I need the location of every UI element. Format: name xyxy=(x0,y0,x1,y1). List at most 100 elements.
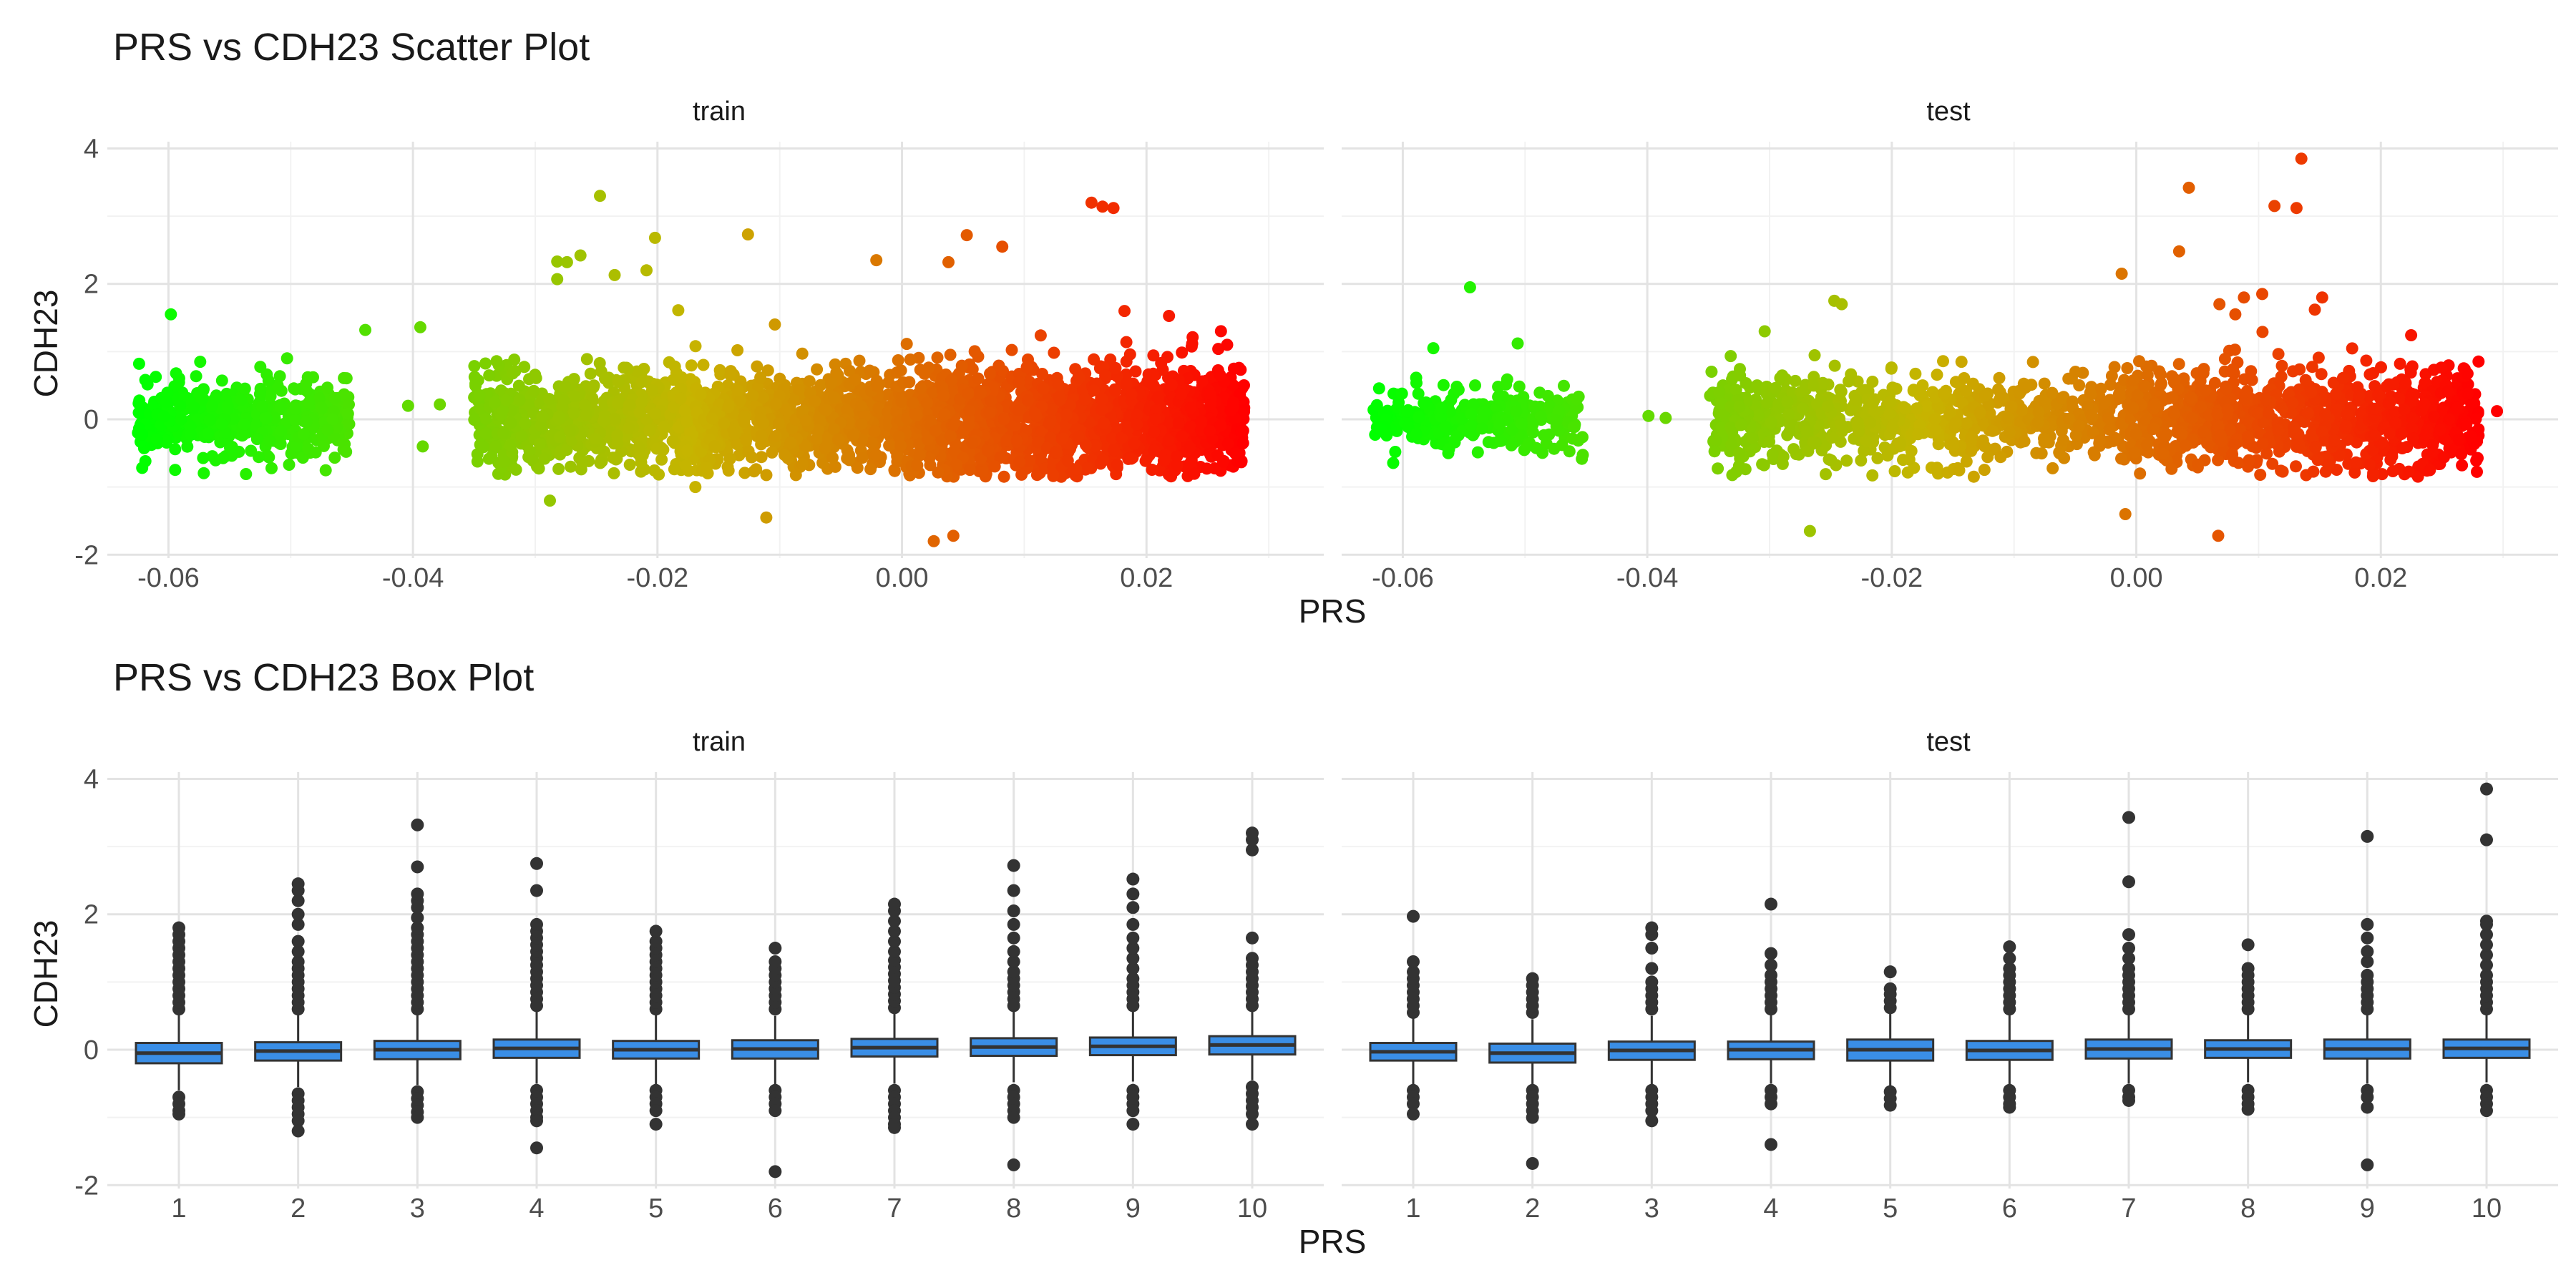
scatter-point xyxy=(900,338,913,351)
scatter-point xyxy=(2026,356,2039,369)
scatter-y-tick-label: 2 xyxy=(84,270,99,300)
scatter-point xyxy=(799,439,811,452)
scatter-point xyxy=(197,384,210,397)
scatter-point xyxy=(172,376,185,389)
scatter-point xyxy=(1085,196,1098,209)
scatter-point xyxy=(1410,428,1423,441)
scatter-point xyxy=(942,255,955,268)
scatter-point xyxy=(695,445,708,458)
scatter-point xyxy=(1214,369,1226,381)
scatter-point xyxy=(1108,444,1120,456)
scatter-point xyxy=(259,411,272,424)
scatter-x-tick-label: -0.04 xyxy=(382,563,444,593)
scatter-point xyxy=(689,481,702,494)
scatter-point xyxy=(1931,369,1943,381)
scatter-point xyxy=(150,433,163,446)
scatter-point xyxy=(1866,376,1879,388)
scatter-point xyxy=(2046,462,2059,474)
scatter-point xyxy=(1840,454,1853,467)
scatter-point xyxy=(1500,378,1513,391)
scatter-point xyxy=(976,466,989,479)
scatter-point xyxy=(784,436,797,449)
scatter-point xyxy=(1576,449,1589,462)
scatter-point xyxy=(1229,413,1241,426)
scatter-point xyxy=(909,409,922,421)
scatter-point xyxy=(948,419,961,431)
scatter-point xyxy=(1235,456,1248,469)
scatter-point xyxy=(1572,434,1585,447)
scatter-point xyxy=(988,460,1001,473)
scatter-point xyxy=(1909,367,1922,380)
scatter-point xyxy=(853,354,866,367)
scatter-point xyxy=(1162,416,1175,429)
scatter-point xyxy=(315,401,328,414)
scatter-point xyxy=(1148,444,1161,457)
scatter-point xyxy=(157,410,170,423)
scatter-point xyxy=(263,434,276,447)
scatter-point xyxy=(2115,452,2127,465)
box-x-axis-title: PRS xyxy=(1299,1223,1367,1260)
scatter-point xyxy=(2038,432,2050,445)
scatter-point xyxy=(913,449,926,462)
scatter-point xyxy=(769,430,782,442)
scatter-point xyxy=(894,439,907,452)
scatter-point xyxy=(1965,444,1978,457)
scatter-point xyxy=(650,442,663,455)
scatter-point xyxy=(264,390,277,403)
scatter-point xyxy=(1194,415,1207,428)
scatter-point xyxy=(1929,424,1942,436)
scatter-point xyxy=(1752,409,1765,421)
scatter-point xyxy=(731,438,743,451)
scatter-point xyxy=(635,396,648,409)
scatter-point xyxy=(1013,456,1025,468)
scatter-point xyxy=(1120,368,1133,381)
scatter-point xyxy=(854,399,867,412)
scatter-point xyxy=(297,428,310,441)
scatter-point xyxy=(1184,401,1197,414)
scatter-point xyxy=(567,373,580,386)
box-strip-train: train xyxy=(693,727,746,757)
scatter-point xyxy=(1149,413,1162,426)
scatter-point xyxy=(685,359,698,372)
scatter-point xyxy=(1036,368,1048,380)
scatter-point xyxy=(966,363,979,376)
scatter-point xyxy=(1064,399,1077,411)
scatter-point xyxy=(1726,469,1739,482)
scatter-point xyxy=(319,464,332,477)
scatter-point xyxy=(1820,468,1832,481)
scatter-point xyxy=(1080,462,1093,474)
scatter-point xyxy=(1445,394,1458,406)
scatter-point xyxy=(856,452,869,464)
scatter-point xyxy=(1188,467,1201,480)
scatter-point xyxy=(523,444,536,457)
scatter-point xyxy=(1724,421,1737,434)
scatter-point xyxy=(1452,384,1465,396)
scatter-point xyxy=(1146,371,1158,384)
scatter-point xyxy=(238,382,251,395)
scatter-point xyxy=(1825,454,1838,467)
scatter-point xyxy=(2031,416,2044,429)
scatter-point xyxy=(1733,401,1746,413)
scatter-point xyxy=(1184,421,1197,434)
scatter-point xyxy=(792,383,805,396)
scatter-point xyxy=(1389,446,1402,458)
scatter-point xyxy=(1380,429,1393,441)
scatter-point xyxy=(923,452,936,464)
scatter-point xyxy=(1763,435,1776,448)
scatter-point xyxy=(1708,445,1721,458)
scatter-point xyxy=(983,406,996,419)
scatter-point xyxy=(557,394,570,407)
scatter-point xyxy=(227,413,240,425)
scatter-point xyxy=(633,441,645,454)
scatter-point xyxy=(235,394,248,406)
scatter-point xyxy=(962,419,975,431)
scatter-point xyxy=(608,268,621,281)
scatter-point xyxy=(1724,400,1737,413)
scatter-point xyxy=(1482,436,1495,449)
scatter-point xyxy=(819,441,831,454)
scatter-point xyxy=(160,434,172,447)
scatter-point xyxy=(2218,353,2231,366)
scatter-point xyxy=(1850,394,1863,406)
scatter-point xyxy=(948,444,961,457)
scatter-point xyxy=(1118,305,1131,318)
